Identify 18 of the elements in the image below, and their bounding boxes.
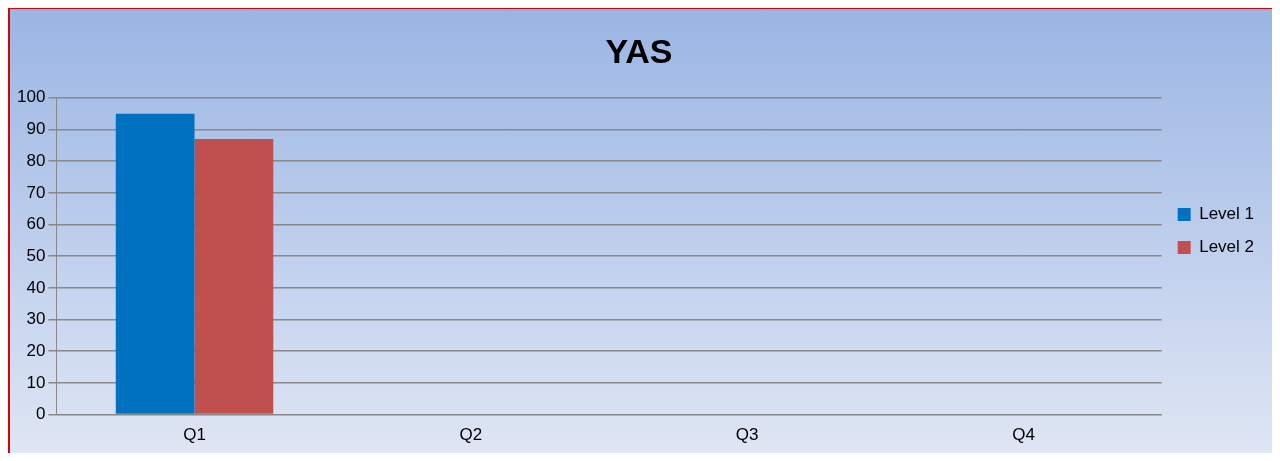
y-tick-label: 90 [26,119,46,139]
x-tick-label: Q2 [459,425,483,445]
chart-title: YAS [605,31,673,70]
x-tick-label: Q1 [183,425,206,445]
x-tick-label: Q4 [1012,425,1035,445]
legend-label: Level 1 [1199,204,1255,224]
x-tick-label: Q3 [735,425,759,445]
y-tick-label: 0 [35,404,46,424]
y-tick-label: 10 [26,372,46,392]
y-tick-label: 40 [26,277,46,297]
y-tick-label: 20 [26,340,46,360]
legend-label: Level 2 [1199,237,1255,257]
y-tick-label: 30 [26,309,46,329]
y-tick-label: 100 [16,87,46,107]
y-tick-label: 60 [26,214,46,234]
y-tick-label: 50 [26,245,46,265]
y-tick-label: 70 [26,182,46,202]
y-tick-label: 80 [26,150,46,170]
